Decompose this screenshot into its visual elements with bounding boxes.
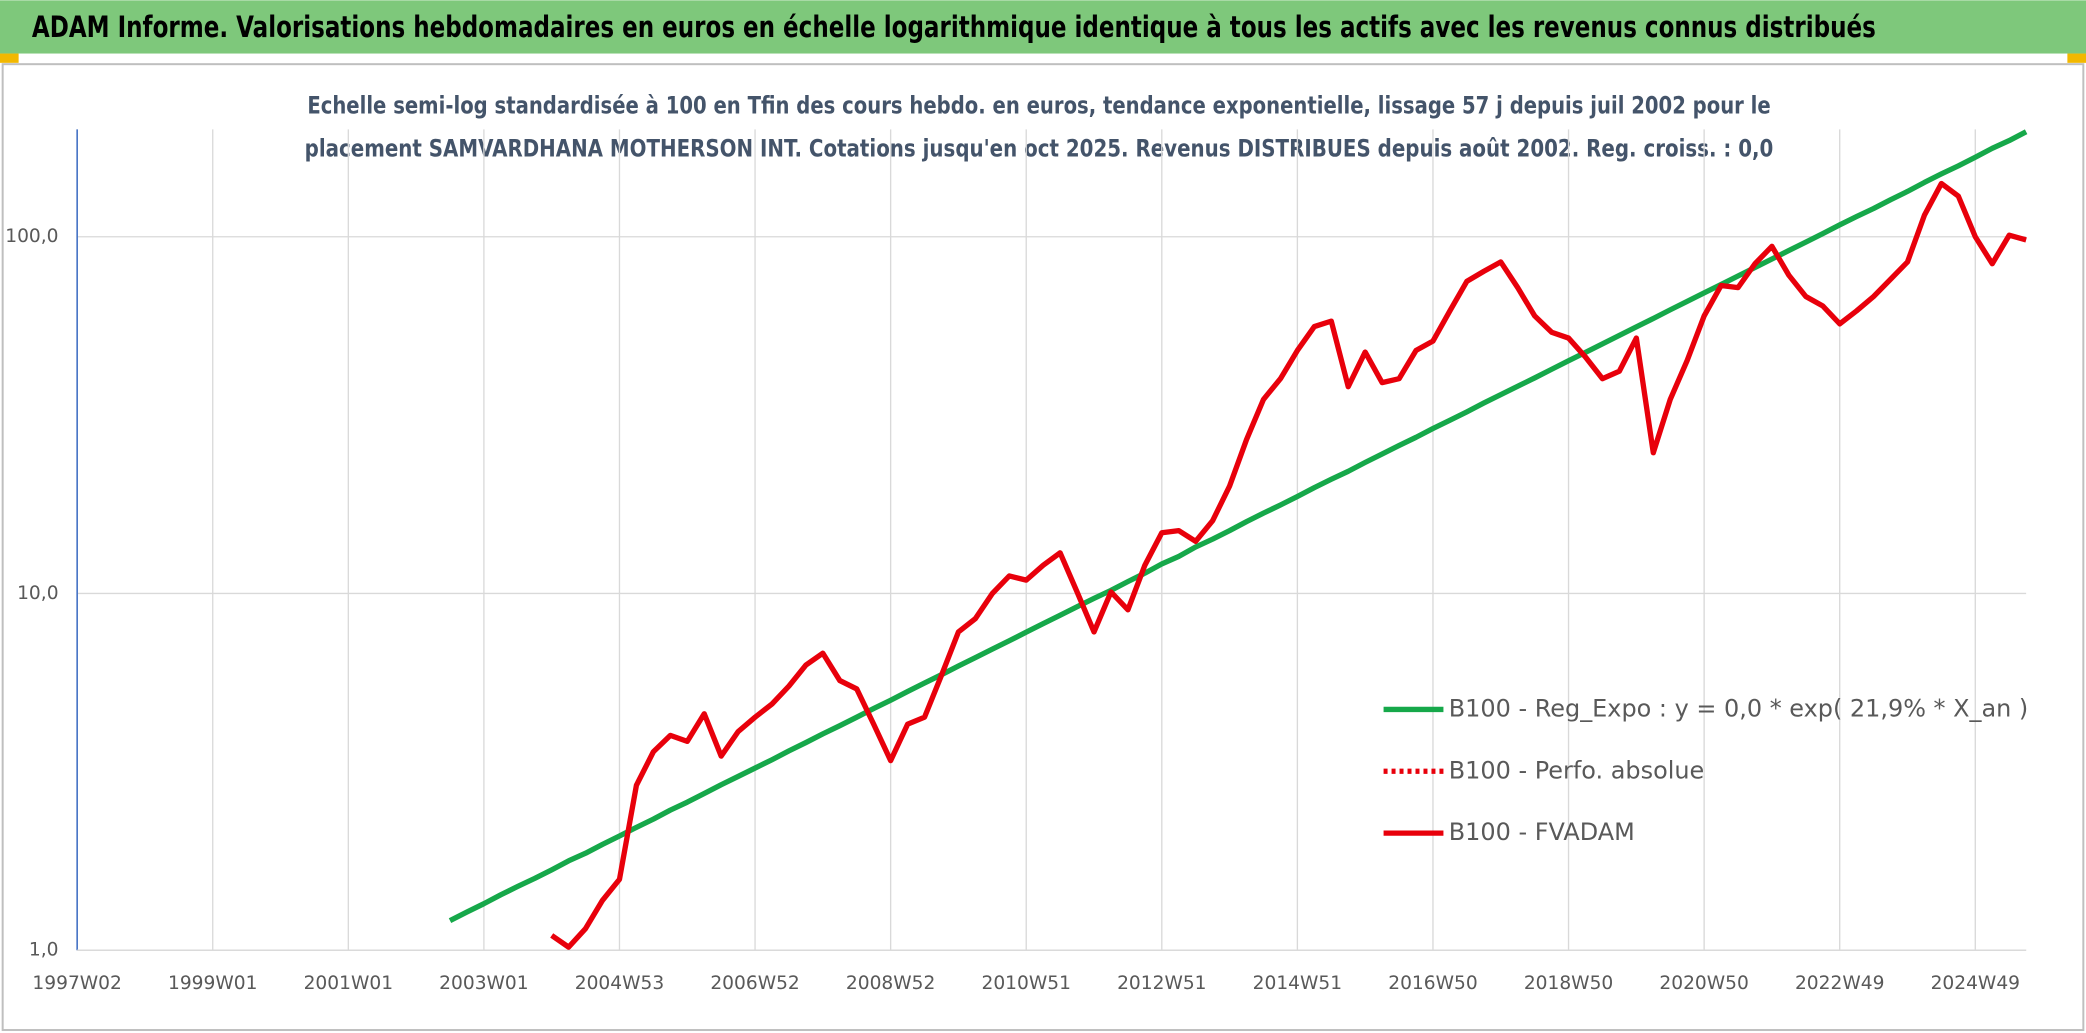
x-tick-label: 2012W51: [1117, 973, 1206, 994]
x-tick-label: 1997W02: [32, 973, 121, 994]
x-tick-label: 2016W50: [1388, 973, 1477, 994]
x-tick-label: 2022W49: [1795, 973, 1884, 994]
series-line: [448, 129, 2028, 924]
chart-subtitle: placement SAMVARDHANA MOTHERSON INT. Cot…: [305, 134, 1774, 162]
legend-label: B100 - FVADAM: [1449, 818, 1635, 846]
x-tick-label: 2024W49: [1931, 973, 2020, 994]
chart-title: ADAM Informe. Valorisations hebdomadaire…: [32, 10, 1876, 44]
x-tick-label: 2008W52: [846, 973, 935, 994]
x-tick-label: 2004W53: [575, 973, 664, 994]
title-banner: [0, 0, 2086, 54]
x-tick-label: 2001W01: [304, 973, 393, 994]
y-tick-label: 10,0: [17, 583, 58, 604]
corner-mark: [0, 53, 19, 63]
chart-frame: [1, 63, 2085, 1032]
grid: 1,0 10,0 100,0 1997W02 1999W01 2001W01 2003W01…: [5, 129, 2027, 994]
chart-subtitle: Echelle semi-log standardisée à 100 en T…: [307, 92, 1770, 120]
x-tick-label: 2010W51: [981, 973, 1070, 994]
x-tick-label: 2018W50: [1524, 973, 1613, 994]
y-tick-label: 1,0: [29, 940, 59, 961]
corner-mark: [2067, 53, 2086, 63]
y-tick-label: 100,0: [5, 226, 58, 247]
x-tick-label: 2006W52: [710, 973, 799, 994]
x-tick-label: 2014W51: [1253, 973, 1342, 994]
series-line: [550, 180, 2027, 950]
legend-label: B100 - Reg_Expo : y = 0,0 * exp( 21,9% *…: [1449, 694, 2029, 722]
x-tick-label: 1999W01: [168, 973, 257, 994]
plot-area: [448, 129, 2028, 950]
x-tick-label: 2003W01: [439, 973, 528, 994]
x-tick-label: 2020W50: [1659, 973, 1748, 994]
legend-label: B100 - Perfo. absolue: [1449, 756, 1705, 784]
legend: B100 - Reg_Expo : y = 0,0 * exp( 21,9% *…: [1383, 694, 2029, 846]
